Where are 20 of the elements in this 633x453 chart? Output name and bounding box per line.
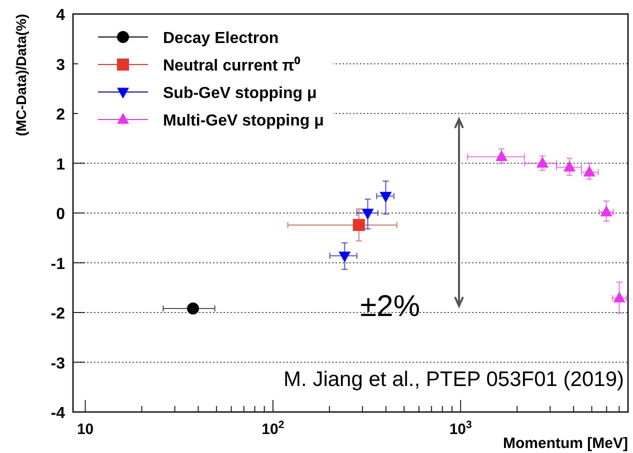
- legend-label: Multi-GeV stopping μ: [163, 112, 324, 130]
- annotation: ±2%: [360, 290, 420, 323]
- y-tick-label: -4: [50, 405, 66, 422]
- y-tick-label: 3: [56, 56, 66, 74]
- x-tick-label: 10$^{3}$: [449, 419, 472, 438]
- x-axis-title: Momentum [MeV]: [503, 435, 628, 452]
- y-tick-label: 2: [56, 106, 66, 124]
- y-tick-label: -2: [50, 306, 66, 322]
- annotation: M. Jiang et al., PTEP 053F01 (2019): [284, 368, 624, 391]
- y-tick-label: -3: [50, 355, 66, 372]
- legend-label: Neutral current π⁰: [163, 56, 300, 74]
- y-tick-label: 0: [56, 206, 66, 223]
- y-axis-title: (MC-Data)/Data(%): [13, 14, 29, 136]
- y-tick-label: 1: [56, 156, 66, 174]
- x-tick-label: 10$^{2}$: [262, 419, 284, 438]
- y-tick-label: -1: [50, 256, 66, 273]
- x-tick-label: 10: [76, 421, 94, 438]
- legend-label: Decay Electron: [163, 30, 279, 47]
- y-tick-label: 4: [56, 7, 66, 24]
- legend-label: Sub-GeV stopping μ: [163, 85, 317, 102]
